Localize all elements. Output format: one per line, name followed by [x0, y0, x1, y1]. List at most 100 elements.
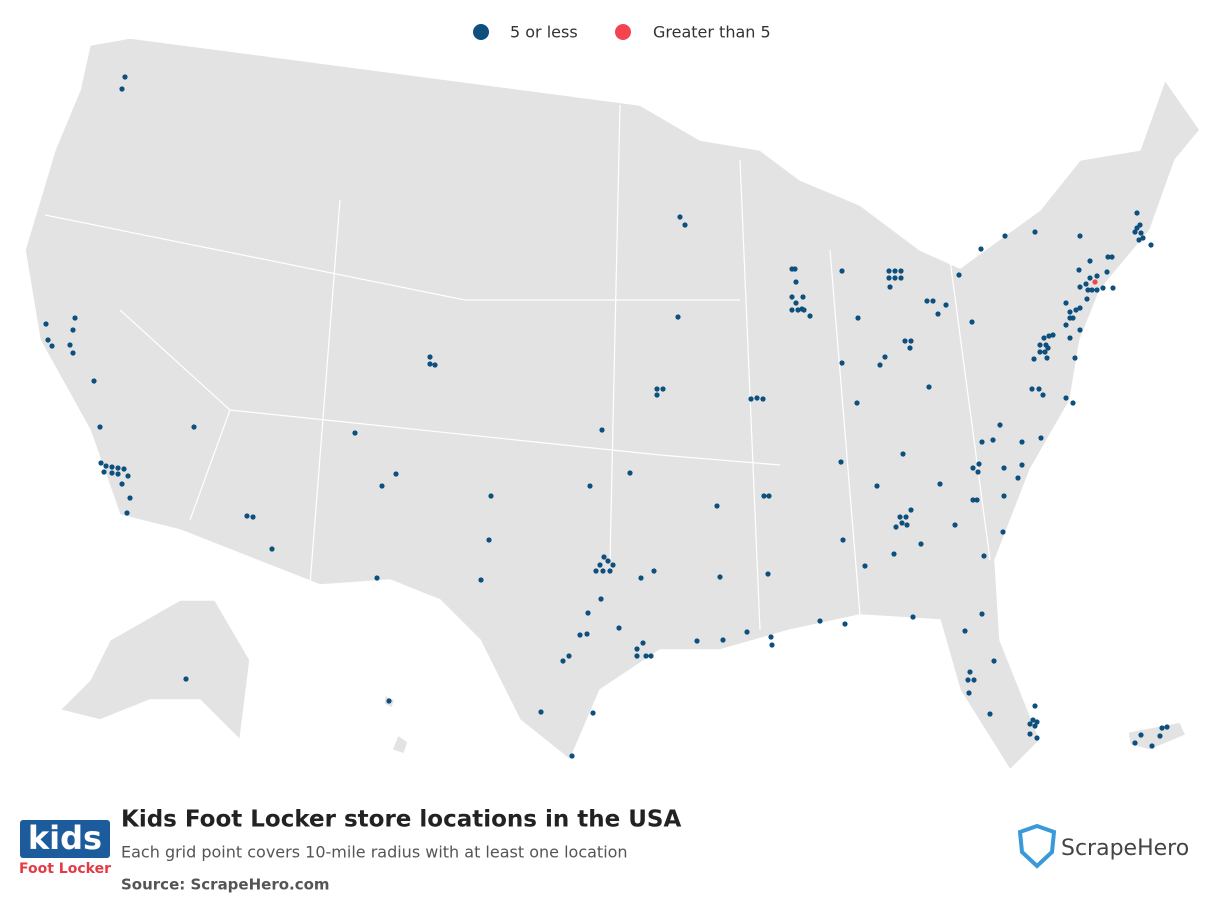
- store-dot: [1000, 529, 1006, 535]
- store-dot: [1037, 342, 1043, 348]
- store-dot: [660, 386, 666, 392]
- store-dot: [1067, 335, 1073, 341]
- store-dot: [1094, 273, 1100, 279]
- store-dot: [1063, 322, 1069, 328]
- store-dot: [648, 653, 654, 659]
- store-dot: [1067, 309, 1073, 315]
- store-dot: [1027, 721, 1033, 727]
- store-dot: [1087, 275, 1093, 281]
- store-dot: [1077, 327, 1083, 333]
- store-dot: [997, 422, 1003, 428]
- store-dot: [943, 302, 949, 308]
- store-dot: [587, 483, 593, 489]
- store-dot: [1076, 267, 1082, 273]
- store-dot: [1031, 356, 1037, 362]
- store-dot: [97, 424, 103, 430]
- store-dot: [768, 634, 774, 640]
- logo-box: [20, 820, 110, 858]
- store-dot: [898, 268, 904, 274]
- store-dot: [183, 676, 189, 682]
- store-dot: [67, 342, 73, 348]
- store-dot: [1050, 332, 1056, 338]
- store-dot: [1136, 237, 1142, 243]
- store-dot: [643, 653, 649, 659]
- store-dot: [766, 493, 772, 499]
- store-dot: [1001, 493, 1007, 499]
- store-dot: [979, 611, 985, 617]
- store-dot: [902, 338, 908, 344]
- store-dot: [1138, 732, 1144, 738]
- store-dot: [789, 294, 795, 300]
- legend-label: Greater than 5: [653, 23, 771, 42]
- store-dot: [1077, 233, 1083, 239]
- store-dot: [1019, 462, 1025, 468]
- store-dot: [91, 378, 97, 384]
- store-dot: [607, 568, 613, 574]
- store-dot: [1029, 386, 1035, 392]
- store-dot: [1104, 269, 1110, 275]
- store-dot: [769, 642, 775, 648]
- store-dots: [43, 74, 1170, 759]
- store-dot: [101, 469, 107, 475]
- store-dot: [760, 396, 766, 402]
- store-dot: [978, 246, 984, 252]
- store-dot: [974, 497, 980, 503]
- store-dot: [935, 311, 941, 317]
- store-dot: [386, 698, 392, 704]
- store-dot: [991, 658, 997, 664]
- store-dot: [98, 460, 104, 466]
- legend-swatch: [473, 24, 489, 40]
- store-dot: [892, 275, 898, 281]
- store-dot: [1164, 724, 1170, 730]
- store-dot: [1041, 335, 1047, 341]
- store-dot: [800, 294, 806, 300]
- store-dot: [627, 470, 633, 476]
- store-dot: [45, 337, 51, 343]
- store-dot: [103, 463, 109, 469]
- store-dot: [987, 711, 993, 717]
- store-dot: [965, 677, 971, 683]
- store-dot: [744, 629, 750, 635]
- store-dot: [969, 319, 975, 325]
- store-dot: [651, 568, 657, 574]
- store-dot: [1019, 439, 1025, 445]
- store-dot: [900, 451, 906, 457]
- store-dot: [793, 279, 799, 285]
- store-dot: [1110, 285, 1116, 291]
- store-dot: [638, 575, 644, 581]
- brand: ScrapeHero: [1017, 823, 1189, 869]
- store-dot: [877, 362, 883, 368]
- store-dot: [1042, 349, 1048, 355]
- store-dot: [874, 483, 880, 489]
- store-dot: [1132, 740, 1138, 746]
- store-dot: [1032, 723, 1038, 729]
- store-dot: [1063, 395, 1069, 401]
- store-dot: [1077, 305, 1083, 311]
- logo: kids Foot Locker: [19, 819, 111, 877]
- store-dot: [887, 284, 893, 290]
- store-dot: [1072, 355, 1078, 361]
- store-dot: [1070, 315, 1076, 321]
- store-dot: [1070, 400, 1076, 406]
- store-dot: [119, 481, 125, 487]
- store-dot: [109, 470, 115, 476]
- store-dot: [577, 632, 583, 638]
- state-borders: [44, 104, 991, 631]
- store-dot: [970, 465, 976, 471]
- store-dot: [1032, 229, 1038, 235]
- store-dot: [616, 625, 622, 631]
- store-dot: [72, 315, 78, 321]
- store-dot: [675, 314, 681, 320]
- store-dot: [789, 307, 795, 313]
- map: [24, 37, 1201, 772]
- store-dot: [432, 362, 438, 368]
- store-dot: [124, 510, 130, 516]
- store-dot: [682, 222, 688, 228]
- store-dot: [597, 562, 603, 568]
- store-dot: [1089, 287, 1095, 293]
- store-dot: [971, 677, 977, 683]
- store-dot: [1085, 287, 1091, 293]
- brand-name: ScrapeHero: [1061, 836, 1189, 861]
